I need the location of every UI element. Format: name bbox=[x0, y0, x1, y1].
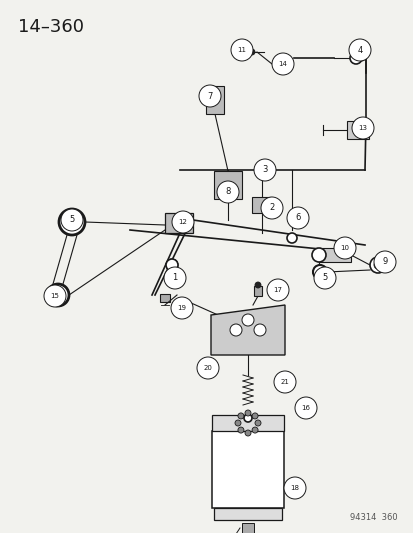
Circle shape bbox=[243, 414, 252, 422]
Text: 15: 15 bbox=[50, 293, 59, 299]
Bar bbox=[318, 248, 350, 262]
Text: 10: 10 bbox=[339, 245, 349, 251]
Text: 20: 20 bbox=[203, 365, 212, 371]
Circle shape bbox=[286, 207, 308, 229]
Bar bbox=[206, 86, 223, 114]
Circle shape bbox=[271, 53, 293, 75]
Circle shape bbox=[230, 324, 242, 336]
Text: 3: 3 bbox=[262, 166, 267, 174]
Text: 2: 2 bbox=[269, 204, 274, 213]
Circle shape bbox=[260, 197, 282, 219]
Circle shape bbox=[61, 209, 83, 231]
Circle shape bbox=[216, 181, 238, 203]
Bar bbox=[214, 508, 281, 520]
Text: 5: 5 bbox=[69, 215, 74, 224]
Bar bbox=[242, 523, 254, 533]
Text: 1: 1 bbox=[172, 273, 177, 282]
Text: 13: 13 bbox=[358, 125, 367, 131]
Circle shape bbox=[164, 267, 185, 289]
Circle shape bbox=[197, 357, 218, 379]
Text: 21: 21 bbox=[280, 379, 289, 385]
Circle shape bbox=[351, 117, 373, 139]
Circle shape bbox=[59, 209, 85, 235]
Circle shape bbox=[171, 211, 194, 233]
Circle shape bbox=[248, 49, 254, 55]
Bar bbox=[211, 415, 283, 431]
Text: 11: 11 bbox=[237, 47, 246, 53]
Circle shape bbox=[230, 39, 252, 61]
Circle shape bbox=[312, 249, 324, 261]
Circle shape bbox=[283, 477, 305, 499]
Circle shape bbox=[59, 209, 85, 235]
Circle shape bbox=[242, 314, 254, 326]
Circle shape bbox=[294, 397, 316, 419]
Bar bbox=[252, 197, 271, 213]
Text: 19: 19 bbox=[177, 305, 186, 311]
Circle shape bbox=[285, 65, 291, 71]
Circle shape bbox=[166, 259, 178, 271]
Bar bbox=[159, 294, 170, 302]
Text: 5: 5 bbox=[322, 273, 327, 282]
Bar bbox=[254, 286, 261, 296]
Circle shape bbox=[358, 55, 364, 61]
Text: 14–360: 14–360 bbox=[18, 18, 84, 36]
Circle shape bbox=[237, 413, 243, 419]
Circle shape bbox=[237, 427, 243, 433]
Circle shape bbox=[47, 284, 69, 306]
Circle shape bbox=[254, 282, 260, 288]
Circle shape bbox=[244, 430, 250, 436]
Text: 8: 8 bbox=[225, 188, 230, 197]
Circle shape bbox=[311, 248, 325, 262]
Circle shape bbox=[312, 265, 326, 279]
Text: 4: 4 bbox=[356, 45, 362, 54]
Circle shape bbox=[286, 233, 296, 243]
Circle shape bbox=[47, 284, 69, 306]
Circle shape bbox=[252, 413, 257, 419]
Circle shape bbox=[266, 279, 288, 301]
Circle shape bbox=[348, 39, 370, 61]
Text: 17: 17 bbox=[273, 287, 282, 293]
Text: 16: 16 bbox=[301, 405, 310, 411]
Circle shape bbox=[333, 237, 355, 259]
Text: 6: 6 bbox=[294, 214, 300, 222]
Circle shape bbox=[373, 251, 395, 273]
Circle shape bbox=[373, 261, 381, 269]
Text: 94314  360: 94314 360 bbox=[349, 513, 397, 522]
Circle shape bbox=[313, 267, 335, 289]
Polygon shape bbox=[211, 305, 284, 355]
Bar bbox=[346, 121, 368, 139]
Bar bbox=[214, 171, 242, 199]
Circle shape bbox=[276, 63, 286, 73]
Text: 7: 7 bbox=[207, 92, 212, 101]
Circle shape bbox=[254, 420, 260, 426]
Circle shape bbox=[166, 259, 178, 271]
Circle shape bbox=[349, 52, 361, 64]
Circle shape bbox=[238, 47, 248, 57]
Circle shape bbox=[252, 427, 257, 433]
Circle shape bbox=[254, 324, 266, 336]
Circle shape bbox=[171, 297, 192, 319]
Circle shape bbox=[273, 371, 295, 393]
Text: 14: 14 bbox=[278, 61, 287, 67]
Circle shape bbox=[44, 285, 66, 307]
Circle shape bbox=[199, 85, 221, 107]
Circle shape bbox=[369, 257, 385, 273]
Text: 12: 12 bbox=[178, 219, 187, 225]
Circle shape bbox=[254, 159, 275, 181]
Text: 9: 9 bbox=[382, 257, 387, 266]
Text: 18: 18 bbox=[290, 485, 299, 491]
Circle shape bbox=[312, 265, 326, 279]
Polygon shape bbox=[165, 213, 192, 233]
Circle shape bbox=[235, 420, 240, 426]
Bar bbox=[211, 431, 283, 508]
Circle shape bbox=[244, 410, 250, 416]
